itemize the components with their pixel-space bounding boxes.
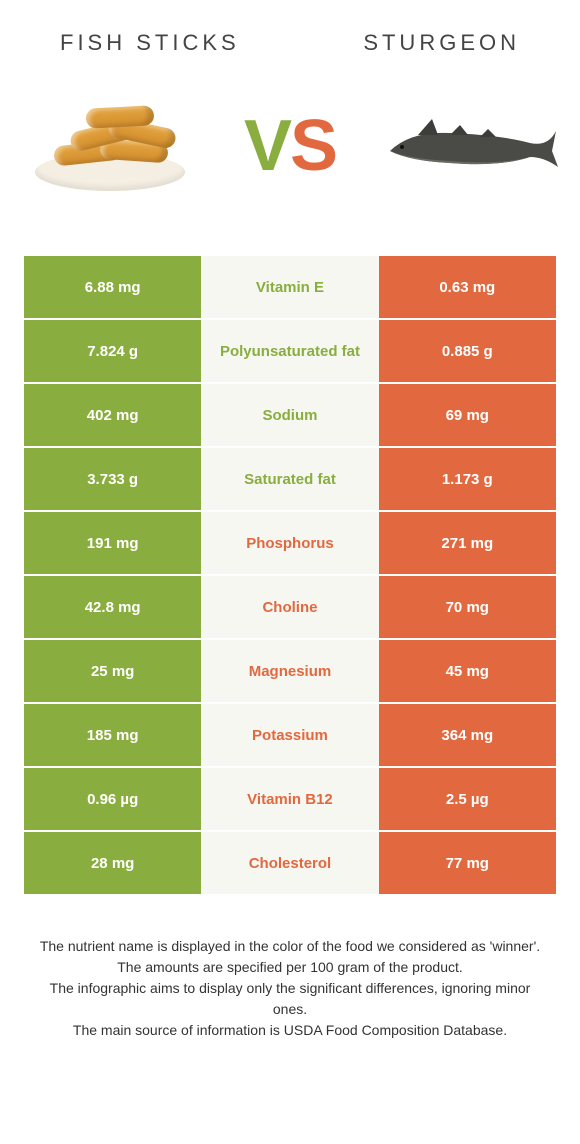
table-row: 185 mgPotassium364 mg xyxy=(24,704,556,768)
value-right: 45 mg xyxy=(379,640,556,702)
vs-label: VS xyxy=(244,105,336,187)
nutrient-name: Vitamin E xyxy=(201,256,378,318)
images-row: VS xyxy=(0,66,580,256)
table-row: 0.96 µgVitamin B122.5 µg xyxy=(24,768,556,832)
header: Fish sticks Sturgeon xyxy=(0,0,580,66)
nutrient-name: Saturated fat xyxy=(201,448,378,510)
value-left: 7.824 g xyxy=(24,320,201,382)
table-row: 42.8 mgCholine70 mg xyxy=(24,576,556,640)
footer-line: The amounts are specified per 100 gram o… xyxy=(36,957,544,978)
value-left: 28 mg xyxy=(24,832,201,894)
value-left: 3.733 g xyxy=(24,448,201,510)
nutrient-name: Cholesterol xyxy=(201,832,378,894)
value-right: 364 mg xyxy=(379,704,556,766)
nutrient-name: Polyunsaturated fat xyxy=(201,320,378,382)
value-right: 69 mg xyxy=(379,384,556,446)
table-row: 28 mgCholesterol77 mg xyxy=(24,832,556,896)
fish-sticks-image xyxy=(20,76,200,216)
nutrient-name: Sodium xyxy=(201,384,378,446)
vs-v: V xyxy=(244,106,290,186)
value-right: 0.885 g xyxy=(379,320,556,382)
value-right: 0.63 mg xyxy=(379,256,556,318)
nutrient-name: Vitamin B12 xyxy=(201,768,378,830)
nutrient-name: Phosphorus xyxy=(201,512,378,574)
nutrient-name: Choline xyxy=(201,576,378,638)
nutrient-table: 6.88 mgVitamin E0.63 mg7.824 gPolyunsatu… xyxy=(0,256,580,896)
table-row: 25 mgMagnesium45 mg xyxy=(24,640,556,704)
title-left: Fish sticks xyxy=(60,30,240,56)
nutrient-name: Magnesium xyxy=(201,640,378,702)
footer-line: The infographic aims to display only the… xyxy=(36,978,544,1020)
sturgeon-illustration xyxy=(380,101,560,191)
value-left: 185 mg xyxy=(24,704,201,766)
table-row: 191 mgPhosphorus271 mg xyxy=(24,512,556,576)
table-row: 7.824 gPolyunsaturated fat0.885 g xyxy=(24,320,556,384)
value-right: 70 mg xyxy=(379,576,556,638)
nutrient-name: Potassium xyxy=(201,704,378,766)
vs-s: S xyxy=(290,106,336,186)
value-right: 271 mg xyxy=(379,512,556,574)
fish-sticks-illustration xyxy=(30,101,190,191)
table-row: 6.88 mgVitamin E0.63 mg xyxy=(24,256,556,320)
footer-line: The nutrient name is displayed in the co… xyxy=(36,936,544,957)
value-right: 77 mg xyxy=(379,832,556,894)
value-left: 0.96 µg xyxy=(24,768,201,830)
footer-line: The main source of information is USDA F… xyxy=(36,1020,544,1041)
value-right: 2.5 µg xyxy=(379,768,556,830)
sturgeon-image xyxy=(380,76,560,216)
title-right: Sturgeon xyxy=(363,30,520,56)
value-left: 402 mg xyxy=(24,384,201,446)
table-row: 3.733 gSaturated fat1.173 g xyxy=(24,448,556,512)
value-right: 1.173 g xyxy=(379,448,556,510)
value-left: 25 mg xyxy=(24,640,201,702)
value-left: 6.88 mg xyxy=(24,256,201,318)
table-row: 402 mgSodium69 mg xyxy=(24,384,556,448)
footer-notes: The nutrient name is displayed in the co… xyxy=(0,896,580,1041)
value-left: 191 mg xyxy=(24,512,201,574)
value-left: 42.8 mg xyxy=(24,576,201,638)
